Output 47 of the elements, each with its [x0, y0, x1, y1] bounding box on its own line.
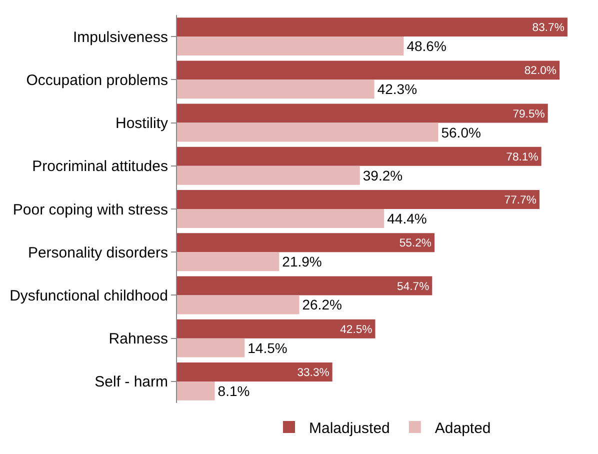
bar: [177, 338, 245, 358]
bar: [177, 122, 438, 142]
data-label: 79.5%: [512, 108, 545, 120]
bar: [177, 60, 560, 80]
bar: [177, 295, 300, 314]
bar: [177, 362, 332, 382]
bar: [177, 252, 280, 272]
legend-label: Adapted: [434, 420, 491, 437]
y-tick-label: Rahness: [108, 330, 168, 348]
data-label: 21.9%: [282, 254, 322, 270]
legend-label: Maladjusted: [309, 420, 390, 437]
y-tick-label: Self - harm: [94, 374, 168, 391]
data-label: 78.1%: [506, 151, 538, 164]
bar: [177, 104, 548, 123]
data-label: 42.3%: [377, 81, 418, 98]
data-label: 55.2%: [399, 238, 432, 250]
bar: [177, 381, 215, 400]
data-label: 8.1%: [218, 382, 250, 399]
bar: [177, 190, 540, 209]
y-tick-label: Personality disorders: [28, 244, 168, 262]
y-tick-label: Poor coping with stress: [12, 201, 168, 218]
data-label: 56.0%: [441, 124, 481, 140]
bar: [177, 319, 376, 338]
y-tick-label: Impulsiveness: [72, 28, 168, 46]
y-tick-label: Hostility: [115, 115, 168, 132]
y-tick-label: Dysfunctional childhood: [10, 287, 168, 304]
data-label: 44.4%: [387, 210, 427, 226]
data-label: 14.5%: [248, 340, 288, 356]
bar: [177, 80, 374, 99]
data-label: 33.3%: [297, 367, 330, 380]
y-tick-label: Occupation problems: [26, 72, 168, 89]
bar: [177, 36, 404, 56]
data-label: 39.2%: [362, 167, 403, 184]
bar: [177, 276, 432, 296]
bar: [177, 146, 542, 166]
data-label: 48.6%: [406, 38, 446, 54]
data-label: 82.0%: [524, 65, 556, 78]
data-label: 77.7%: [504, 194, 536, 207]
data-label: 26.2%: [302, 296, 342, 313]
y-tick-label: Procriminal attitudes: [32, 158, 168, 176]
data-label: 54.7%: [397, 280, 430, 293]
data-label: 83.7%: [532, 22, 564, 34]
bar: [177, 18, 568, 37]
bar: [177, 233, 434, 252]
bar: [177, 209, 384, 228]
data-label: 42.5%: [340, 324, 372, 336]
bar: [177, 166, 360, 185]
